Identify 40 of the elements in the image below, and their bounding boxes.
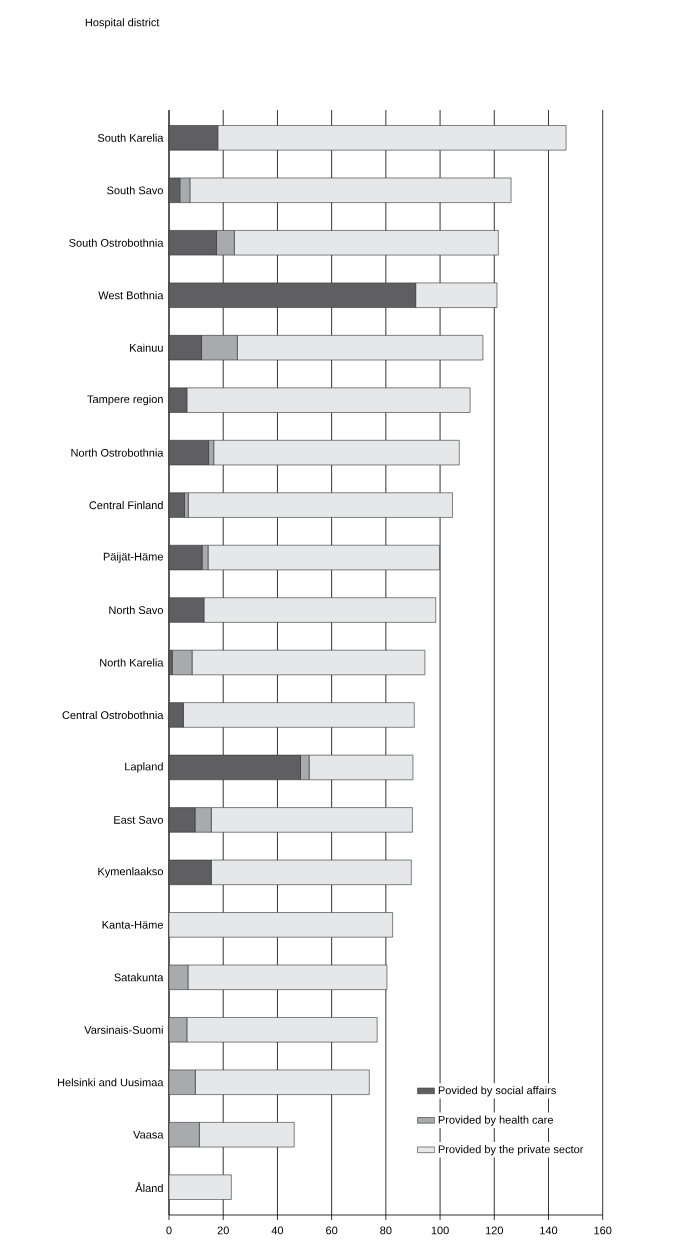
x-tick-label: 20 xyxy=(217,1226,229,1235)
y-tick-label: North Karelia xyxy=(100,658,164,667)
y-tick-label: Åland xyxy=(135,1182,163,1193)
legend-label: Povided by social affairs xyxy=(438,1086,556,1097)
x-tick-label: 160 xyxy=(594,1226,612,1235)
bar xyxy=(213,440,460,466)
bar xyxy=(168,1174,232,1200)
x-tick-label: 100 xyxy=(431,1226,449,1235)
legend-label: Provided by health care xyxy=(438,1115,553,1126)
x-tick-label: 40 xyxy=(271,1226,284,1235)
bar xyxy=(207,544,440,571)
x-tick-label: 140 xyxy=(540,1226,558,1235)
bar xyxy=(187,492,453,518)
y-tick-label: Central Ostrobothnia xyxy=(62,710,164,720)
y-tick-label: Päijät-Häme xyxy=(103,552,163,563)
x-tick-label: 0 xyxy=(166,1226,172,1235)
bar xyxy=(168,492,185,518)
x-tick-label: 60 xyxy=(326,1226,338,1235)
y-tick-label: West Bothnia xyxy=(98,291,164,300)
y-tick-label: South Karelia xyxy=(97,133,164,142)
y-tick-label: Helsinki and Uusimaa xyxy=(58,1078,164,1087)
y-tick-label: Lapland xyxy=(125,762,163,773)
y-tick-label: Tampere region xyxy=(87,395,163,406)
y-tick-label: Kanta-Häme xyxy=(102,921,163,929)
text: Hospital district xyxy=(85,18,160,29)
y-tick-label: Kainuu xyxy=(130,343,163,352)
y-tick-label: Varsinais-Suomi xyxy=(84,1025,163,1034)
y-tick-label: Vaasa xyxy=(133,1130,164,1139)
y-tick-label: Kymenlaakso xyxy=(98,867,163,878)
bar xyxy=(168,912,393,938)
y-tick-label: North Ostrobothnia xyxy=(71,448,164,457)
x-tick-label: 120 xyxy=(485,1226,504,1235)
y-tick-label: Satakunta xyxy=(114,973,164,982)
y-tick-label: South Savo xyxy=(107,186,163,195)
y-tick-label: North Savo xyxy=(109,606,163,615)
x-tick-label: 80 xyxy=(380,1226,392,1235)
y-tick-label: East Savo xyxy=(114,816,163,824)
legend-label: Provided by the private sector xyxy=(438,1145,584,1156)
y-tick-label: Central Finland xyxy=(89,501,163,510)
y-tick-label: South Ostrobothnia xyxy=(69,238,164,247)
